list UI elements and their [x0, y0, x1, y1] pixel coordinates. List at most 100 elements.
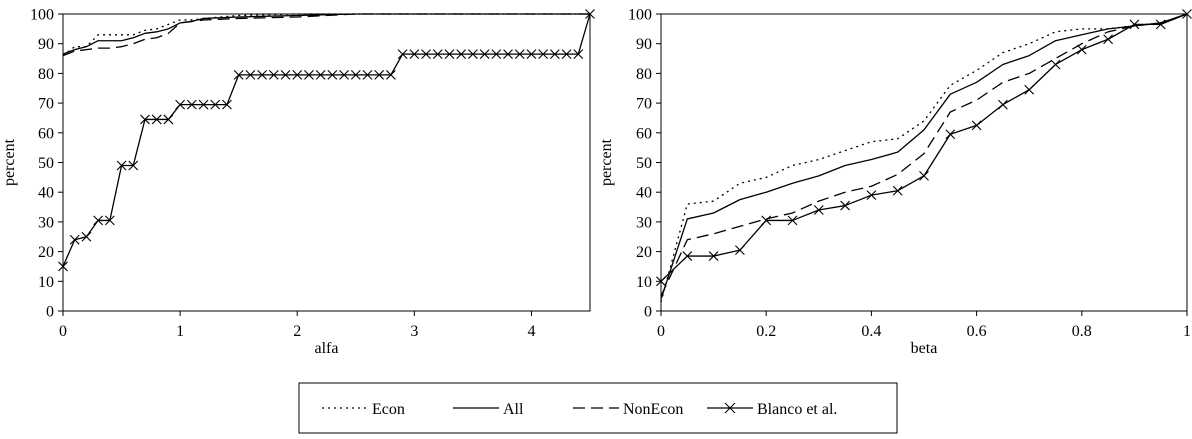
y-tick-label: 40	[636, 185, 652, 202]
x-axis-label: alfa	[315, 340, 339, 357]
y-tick-label: 20	[38, 244, 54, 261]
x-tick-label: 4	[527, 323, 535, 340]
x-tick-label: 0	[657, 323, 665, 340]
data-point-marker	[514, 49, 525, 59]
data-point-marker	[919, 170, 929, 181]
x-tick-label: 1	[176, 323, 184, 340]
y-tick-label: 80	[38, 66, 54, 83]
plot-frame	[660, 13, 1188, 312]
legend-label: Econ	[372, 401, 405, 418]
data-point-marker	[1050, 59, 1061, 70]
data-point-marker	[81, 231, 92, 242]
x-tick-label: 2	[293, 323, 301, 340]
data-point-marker	[1155, 19, 1166, 30]
data-point-marker	[573, 49, 584, 59]
legend-item: NonEcon	[573, 401, 683, 418]
data-point-marker	[432, 49, 443, 59]
x-tick-label: 3	[410, 323, 418, 340]
legend-label: NonEcon	[623, 401, 683, 418]
data-point-marker	[327, 69, 338, 80]
legend-label: Blanco et al.	[757, 401, 837, 418]
data-point-marker	[708, 251, 719, 261]
series-line-blanco-et-al	[62, 13, 591, 267]
chart-beta: 0 10 20 30 40 50 60 70 80 90 100 0 0.2 0.4 0.6 0.8 1 beta…	[598, 7, 1192, 357]
data-point-marker	[479, 49, 490, 59]
chart-alfa: 0 10 20 30 40 50 60 70 80 90 100 0 1 2 3 4 alfa percent	[1, 7, 595, 357]
data-point-marker	[787, 215, 798, 226]
data-point-marker	[315, 69, 326, 80]
y-tick-label: 30	[636, 214, 652, 231]
data-point-marker	[409, 49, 420, 59]
legend-item: Econ	[322, 401, 405, 418]
y-tick-label: 50	[38, 155, 54, 172]
data-point-marker	[761, 215, 772, 226]
y-tick-label: 60	[38, 125, 54, 142]
y-tick-label: 50	[636, 155, 652, 172]
data-point-marker	[374, 69, 385, 80]
data-point-marker	[151, 114, 162, 125]
data-point-marker	[971, 120, 982, 131]
series-line-all	[660, 13, 1188, 300]
data-point-marker	[140, 114, 150, 125]
y-tick-label: 30	[38, 214, 54, 231]
data-point-marker	[292, 69, 303, 80]
data-point-marker	[198, 99, 209, 110]
series-line-nonecon	[660, 13, 1188, 297]
data-point-marker	[467, 49, 478, 59]
data-point-marker	[656, 276, 666, 287]
data-point-marker	[1076, 44, 1087, 55]
legend: Econ All NonEcon Blanco et al.	[298, 382, 898, 434]
data-point-marker	[585, 9, 595, 19]
legend-item: Blanco et al.	[707, 401, 837, 418]
data-point-marker	[362, 69, 373, 80]
data-point-marker	[268, 69, 279, 80]
y-tick-label: 10	[38, 274, 54, 291]
data-point-marker	[1024, 84, 1035, 95]
y-tick-label: 40	[38, 185, 54, 202]
data-point-marker	[69, 234, 80, 245]
data-point-marker	[233, 69, 244, 80]
data-point-marker	[813, 205, 824, 215]
data-point-marker	[386, 69, 396, 80]
legend-item: All	[453, 401, 524, 418]
data-point-marker	[128, 160, 139, 171]
data-point-marker	[58, 261, 68, 272]
data-point-marker	[116, 160, 127, 171]
data-point-marker	[892, 185, 903, 196]
data-point-marker	[503, 49, 513, 59]
data-point-marker	[1103, 34, 1113, 45]
y-tick-label: 90	[38, 36, 54, 53]
series-line-blanco-et-al	[660, 13, 1188, 282]
data-point-marker	[93, 215, 104, 226]
data-point-marker	[163, 114, 174, 125]
data-point-marker	[257, 69, 267, 80]
series-line-econ	[62, 13, 590, 57]
y-tick-label: 60	[636, 125, 652, 142]
y-axis-label: percent	[598, 138, 615, 186]
data-point-marker	[104, 215, 115, 226]
data-point-marker	[1182, 9, 1192, 19]
y-tick-label: 0	[46, 304, 54, 321]
data-point-marker	[491, 49, 502, 59]
data-point-marker	[280, 69, 291, 80]
data-point-marker	[866, 190, 877, 201]
series-line-nonecon	[62, 13, 590, 57]
y-tick-label: 70	[636, 96, 652, 113]
legend-label: All	[503, 401, 524, 418]
data-point-marker	[210, 99, 221, 110]
x-tick-label: 0.8	[1072, 323, 1092, 340]
data-point-marker	[945, 129, 956, 140]
y-tick-label: 90	[636, 36, 652, 53]
data-point-marker	[549, 49, 560, 59]
data-point-marker	[350, 69, 361, 80]
data-point-marker	[304, 69, 314, 80]
plot-frame	[62, 13, 591, 312]
data-point-marker	[561, 49, 572, 59]
legend-marker	[724, 402, 736, 414]
y-tick-label: 0	[644, 304, 652, 321]
y-tick-label: 80	[636, 66, 652, 83]
x-tick-label: 1	[1183, 323, 1191, 340]
x-tick-label: 0.4	[861, 323, 881, 340]
data-point-marker	[526, 49, 537, 59]
